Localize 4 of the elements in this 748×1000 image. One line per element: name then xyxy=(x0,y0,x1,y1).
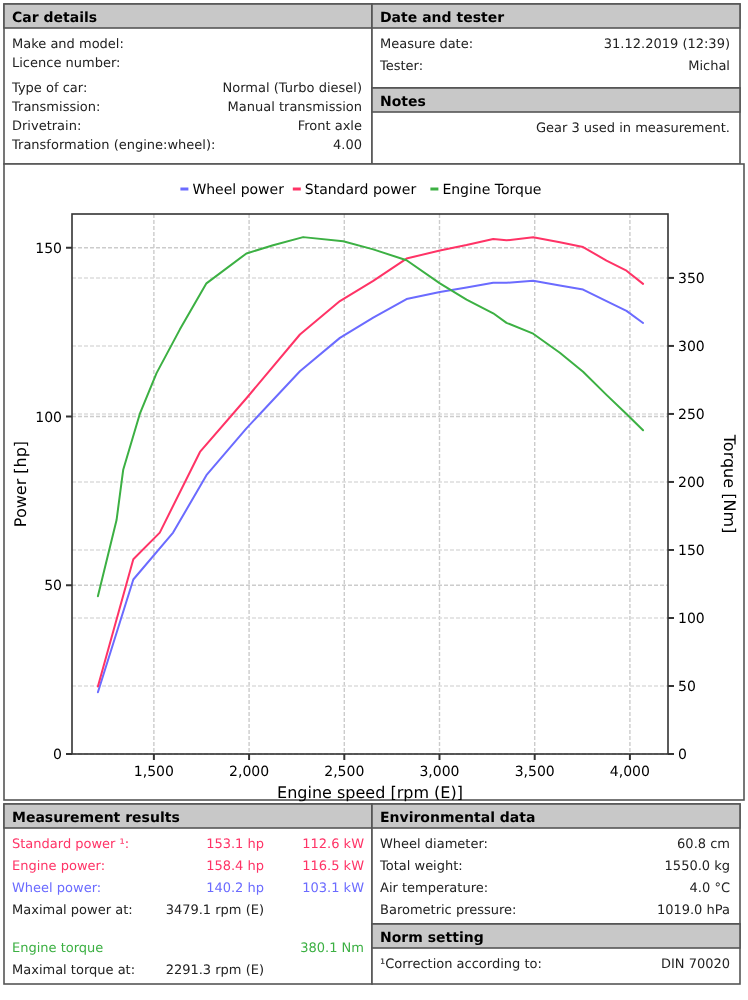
y-axis-title: Power [hp] xyxy=(12,440,30,528)
x-axis-title: Engine speed [rpm (E)] xyxy=(277,784,463,802)
line-series xyxy=(96,236,645,598)
y2-axis-title: Torque [Nm] xyxy=(720,432,738,534)
